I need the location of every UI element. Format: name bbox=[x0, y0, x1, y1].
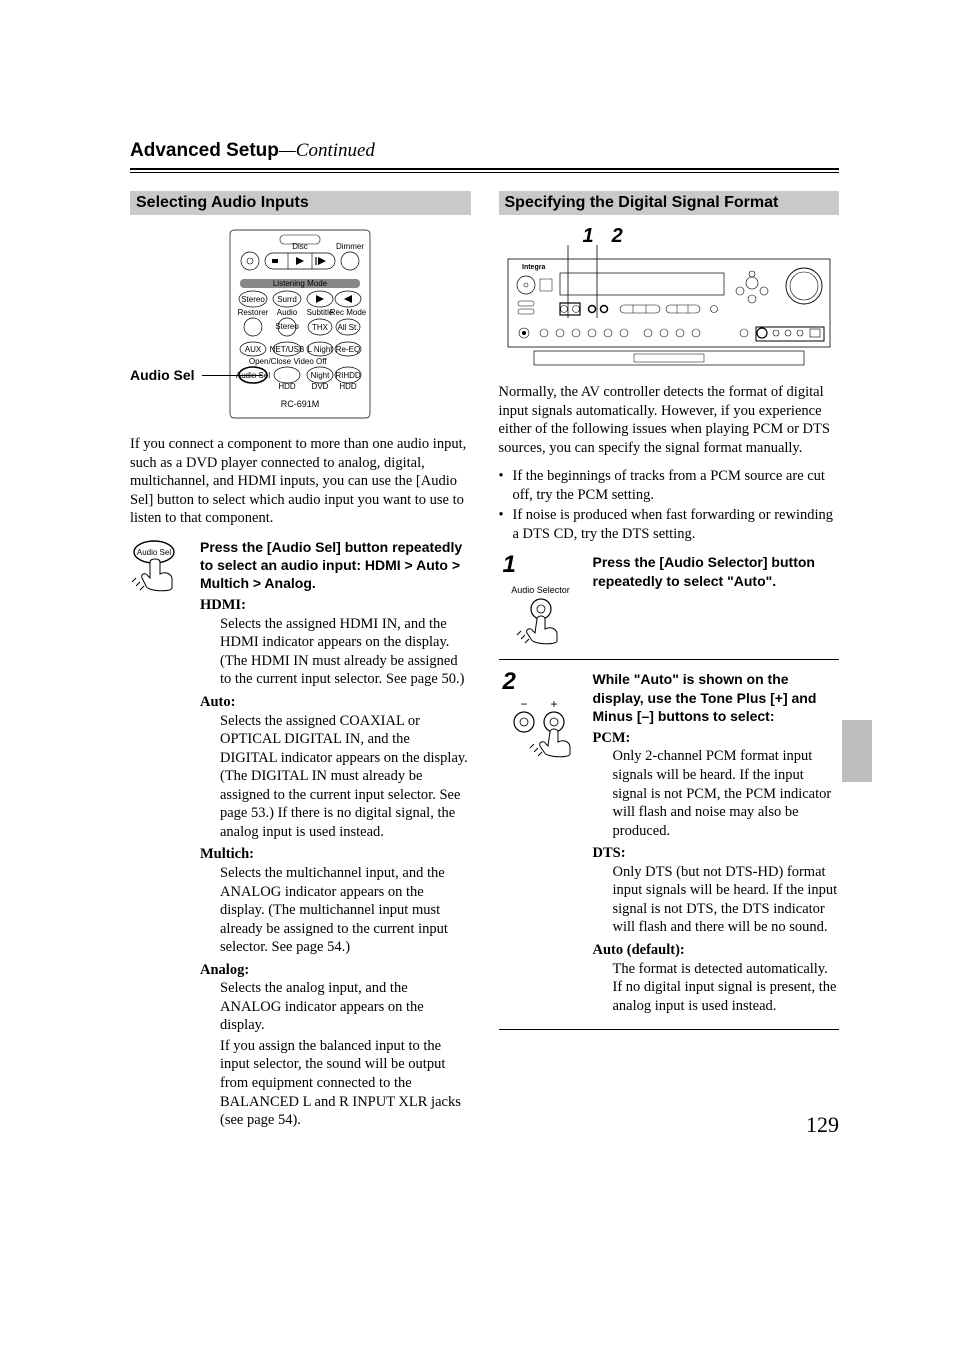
opt-multich-head: Multich: bbox=[200, 845, 471, 864]
step-2-lead: While "Auto" is shown on the display, us… bbox=[593, 670, 840, 725]
svg-text:L Night: L Night bbox=[308, 345, 334, 354]
step-1-iconcol: 1 Audio Selector bbox=[499, 553, 583, 647]
svg-text:+: + bbox=[550, 698, 557, 711]
svg-text:THX: THX bbox=[312, 323, 329, 332]
panel-num-1: 1 bbox=[583, 225, 594, 248]
av-controller-icon: Integra bbox=[504, 229, 834, 369]
left-column: Selecting Audio Inputs Audio Sel Disc Di… bbox=[130, 191, 471, 1138]
svg-text:Stereo: Stereo bbox=[241, 295, 265, 304]
opt-hdmi-body: Selects the assigned HDMI IN, and the HD… bbox=[220, 615, 471, 689]
opt-dts-head: DTS: bbox=[593, 844, 840, 863]
page-title-text: Advanced Setup bbox=[130, 140, 279, 161]
opt-analog-head: Analog: bbox=[200, 961, 471, 980]
svg-text:Audio Sel: Audio Sel bbox=[137, 548, 171, 557]
opt-hdmi-head: HDMI: bbox=[200, 596, 471, 615]
svg-text:Night: Night bbox=[311, 371, 330, 380]
step-1-icon-label: Audio Selector bbox=[511, 585, 570, 595]
remote-diagram: Audio Sel Disc Dimmer bbox=[130, 229, 471, 419]
step-2-row: 2 − + While "Auto" is shown on the displ… bbox=[499, 670, 840, 1030]
remote-control-icon: Disc Dimmer Listening Mode bbox=[220, 229, 380, 419]
side-thumb-tab bbox=[842, 720, 872, 782]
page-title-continued: —Continued bbox=[279, 140, 375, 161]
svg-text:HDD: HDD bbox=[279, 382, 297, 391]
left-instruction-lead: Press the [Audio Sel] button repeatedly … bbox=[200, 538, 471, 593]
svg-text:−: − bbox=[520, 698, 527, 711]
left-instruction-text: Press the [Audio Sel] button repeatedly … bbox=[200, 538, 471, 1132]
svg-text:All St.: All St. bbox=[338, 323, 359, 332]
panel-num-2: 2 bbox=[612, 225, 623, 248]
svg-text:DVD: DVD bbox=[312, 382, 329, 391]
svg-text:Rec Mode: Rec Mode bbox=[330, 308, 367, 317]
right-bullet-1: If the beginnings of tracks from a PCM s… bbox=[499, 467, 840, 504]
opt-pcm-body: Only 2-channel PCM format input signals … bbox=[613, 747, 840, 840]
svg-text:NET/USB: NET/USB bbox=[270, 345, 305, 354]
audio-sel-press-icon: Audio Sel bbox=[130, 538, 190, 594]
step-2-iconcol: 2 − + bbox=[499, 670, 583, 762]
content-columns: Selecting Audio Inputs Audio Sel Disc Di… bbox=[130, 191, 839, 1138]
opt-auto-head: Auto: bbox=[200, 693, 471, 712]
opt-multich-body: Selects the multichannel input, and the … bbox=[220, 864, 471, 957]
step-1-number: 1 bbox=[503, 553, 516, 577]
svg-text:Listening Mode: Listening Mode bbox=[273, 279, 328, 288]
section-title-left: Selecting Audio Inputs bbox=[130, 191, 471, 215]
page: Advanced Setup—Continued Selecting Audio… bbox=[0, 0, 954, 1178]
opt-auto-body: Selects the assigned COAXIAL or OPTICAL … bbox=[220, 712, 471, 842]
opt-pcm-head: PCM: bbox=[593, 729, 840, 748]
svg-text:Stereo: Stereo bbox=[275, 322, 299, 331]
opt-autodef-body: The format is detected automatically. If… bbox=[613, 960, 840, 1016]
svg-text:Dimmer: Dimmer bbox=[336, 242, 364, 251]
step-1-text: Press the [Audio Selector] button repeat… bbox=[593, 553, 840, 593]
audio-selector-press-icon bbox=[513, 597, 569, 647]
left-intro-text: If you connect a component to more than … bbox=[130, 435, 471, 528]
opt-autodef-head: Auto (default): bbox=[593, 941, 840, 960]
svg-text:Open/Close: Open/Close bbox=[249, 357, 292, 366]
svg-text:Surrd: Surrd bbox=[277, 295, 297, 304]
right-column: Specifying the Digital Signal Format 1 2… bbox=[499, 191, 840, 1138]
svg-text:Integra: Integra bbox=[522, 264, 545, 271]
right-bullet-list: If the beginnings of tracks from a PCM s… bbox=[499, 467, 840, 543]
step-1-lead: Press the [Audio Selector] button repeat… bbox=[593, 553, 840, 589]
step-1-row: 1 Audio Selector Press the [Audio Select… bbox=[499, 553, 840, 660]
opt-analog-body2: If you assign the balanced input to the … bbox=[220, 1037, 471, 1130]
svg-text:RC-691M: RC-691M bbox=[281, 399, 320, 409]
tone-buttons-icon: − + bbox=[506, 698, 576, 762]
panel-callout-numbers: 1 2 bbox=[583, 225, 623, 248]
section-title-right: Specifying the Digital Signal Format bbox=[499, 191, 840, 215]
svg-text:RIHDD: RIHDD bbox=[336, 371, 362, 380]
svg-text:Audio: Audio bbox=[277, 308, 298, 317]
remote-audio-sel-label: Audio Sel bbox=[130, 367, 195, 383]
header-rule bbox=[130, 168, 839, 173]
opt-analog-body1: Selects the analog input, and the ANALOG… bbox=[220, 979, 471, 1035]
right-bullet-2: If noise is produced when fast forwardin… bbox=[499, 506, 840, 543]
left-instruction-row: Audio Sel Press the [Audio Sel] button r… bbox=[130, 538, 471, 1132]
svg-text:Video Off: Video Off bbox=[294, 357, 328, 366]
av-panel-diagram: 1 2 Integra bbox=[499, 229, 840, 369]
page-header: Advanced Setup—Continued bbox=[130, 140, 839, 173]
svg-text:Restorer: Restorer bbox=[238, 308, 269, 317]
svg-text:AUX: AUX bbox=[245, 345, 262, 354]
remote-leader-line bbox=[202, 375, 262, 376]
step-2-number: 2 bbox=[503, 670, 516, 694]
opt-dts-body: Only DTS (but not DTS-HD) format input s… bbox=[613, 863, 840, 937]
page-number: 129 bbox=[806, 1112, 839, 1138]
svg-text:Disc: Disc bbox=[292, 242, 308, 251]
step-2-text: While "Auto" is shown on the display, us… bbox=[593, 670, 840, 1017]
svg-text:HDD: HDD bbox=[340, 382, 358, 391]
svg-text:Re-EQ: Re-EQ bbox=[336, 345, 360, 354]
right-intro-text: Normally, the AV controller detects the … bbox=[499, 383, 840, 457]
